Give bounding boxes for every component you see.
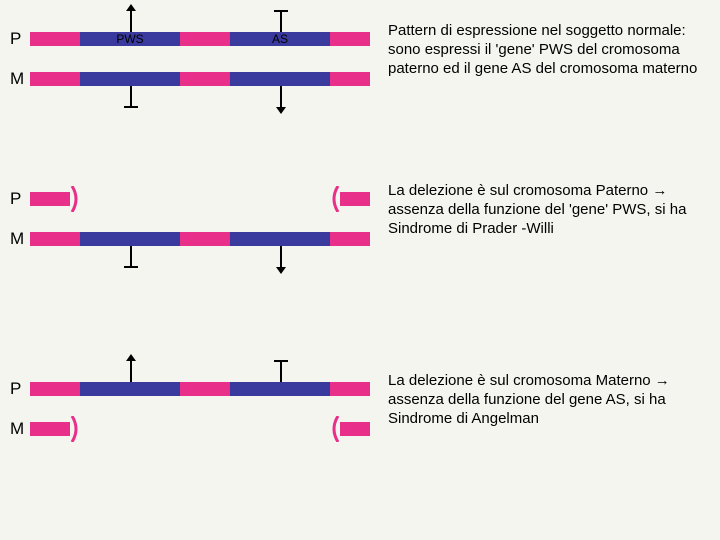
chromosome-segment bbox=[30, 422, 70, 436]
chromosome-segment bbox=[330, 382, 370, 396]
chromosome-segment bbox=[180, 32, 230, 46]
chromosome-segment bbox=[30, 382, 80, 396]
chromosome-label-p: P bbox=[10, 29, 21, 49]
chromosome-segment bbox=[230, 232, 330, 246]
chromosome-segment bbox=[80, 72, 180, 86]
chromosome-segment bbox=[180, 232, 230, 246]
chromosome-segment bbox=[30, 192, 70, 206]
chromosome-segment bbox=[180, 72, 230, 86]
chromosome-segment bbox=[230, 382, 330, 396]
repression-tbar-icon bbox=[130, 86, 132, 108]
chromosome-segment bbox=[30, 72, 80, 86]
chromosome-label-m: M bbox=[10, 69, 24, 89]
chromosome-segment bbox=[330, 32, 370, 46]
panel-description: La delezione è sul cromosoma Paterno → a… bbox=[388, 182, 708, 238]
chromosome-segment bbox=[30, 232, 80, 246]
expression-arrow-icon bbox=[280, 246, 282, 268]
chromosome-segment bbox=[330, 232, 370, 246]
chromosome-label-m: M bbox=[10, 229, 24, 249]
repression-tbar-icon bbox=[280, 10, 282, 32]
panel-description: Pattern di espressione nel soggetto norm… bbox=[388, 22, 708, 78]
chromosome-label-m: M bbox=[10, 419, 24, 439]
repression-tbar-icon bbox=[130, 246, 132, 268]
chromosome-segment bbox=[340, 192, 370, 206]
chromosome-label-p: P bbox=[10, 189, 21, 209]
chromosome-label-p: P bbox=[10, 379, 21, 399]
deletion-break-icon bbox=[68, 416, 82, 442]
chromosome-segment bbox=[340, 422, 370, 436]
expression-arrow-icon bbox=[130, 360, 132, 382]
chromosome-segment bbox=[230, 72, 330, 86]
deletion-break-icon bbox=[328, 416, 342, 442]
chromosome-segment bbox=[80, 232, 180, 246]
repression-tbar-icon bbox=[280, 360, 282, 382]
panel-description: La delezione è sul cromosoma Materno → a… bbox=[388, 372, 708, 428]
deletion-break-icon bbox=[68, 186, 82, 212]
chromosome-segment bbox=[30, 32, 80, 46]
chromosome-segment bbox=[330, 72, 370, 86]
gene-label-pws: PWS bbox=[115, 32, 145, 46]
chromosome-segment bbox=[80, 382, 180, 396]
expression-arrow-icon bbox=[280, 86, 282, 108]
deletion-break-icon bbox=[328, 186, 342, 212]
expression-arrow-icon bbox=[130, 10, 132, 32]
gene-label-as: AS bbox=[268, 32, 292, 46]
chromosome-segment bbox=[180, 382, 230, 396]
